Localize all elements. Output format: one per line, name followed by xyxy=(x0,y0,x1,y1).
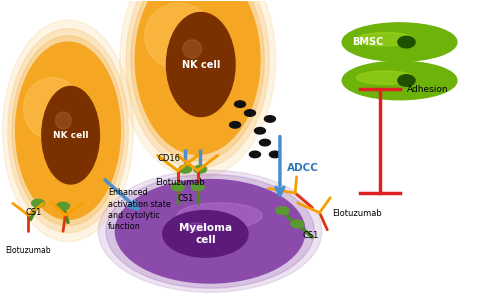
Text: Myeloma
cell: Myeloma cell xyxy=(179,223,232,245)
Ellipse shape xyxy=(166,12,235,117)
Ellipse shape xyxy=(8,29,128,233)
Circle shape xyxy=(171,183,184,191)
Circle shape xyxy=(56,202,70,210)
Ellipse shape xyxy=(144,3,213,69)
Ellipse shape xyxy=(183,40,202,58)
Text: CS1: CS1 xyxy=(178,194,194,203)
Ellipse shape xyxy=(398,36,415,48)
Circle shape xyxy=(234,101,246,108)
Text: NK cell: NK cell xyxy=(53,131,88,140)
Ellipse shape xyxy=(136,0,260,154)
Ellipse shape xyxy=(162,211,248,257)
Circle shape xyxy=(191,183,204,191)
Ellipse shape xyxy=(12,36,124,226)
Circle shape xyxy=(270,151,280,158)
Circle shape xyxy=(230,121,240,128)
Ellipse shape xyxy=(131,0,264,161)
Circle shape xyxy=(254,127,266,134)
Ellipse shape xyxy=(398,75,415,86)
Circle shape xyxy=(264,116,276,122)
Circle shape xyxy=(244,110,256,116)
Ellipse shape xyxy=(342,23,457,61)
Circle shape xyxy=(32,199,44,207)
Ellipse shape xyxy=(116,180,305,283)
Ellipse shape xyxy=(126,0,270,169)
Text: BMSC: BMSC xyxy=(352,37,384,47)
Ellipse shape xyxy=(106,174,314,288)
Ellipse shape xyxy=(98,170,322,292)
Text: CD16: CD16 xyxy=(158,154,181,163)
Text: Enhanced
activation state
and cytolytic
function: Enhanced activation state and cytolytic … xyxy=(108,188,171,231)
Ellipse shape xyxy=(356,32,414,46)
Text: CS1: CS1 xyxy=(302,231,318,240)
Text: Elotuzumab: Elotuzumab xyxy=(6,246,52,255)
Text: Adhesion: Adhesion xyxy=(407,85,449,94)
Circle shape xyxy=(194,165,206,173)
Circle shape xyxy=(178,165,192,173)
Ellipse shape xyxy=(24,78,81,140)
Ellipse shape xyxy=(120,0,276,178)
Circle shape xyxy=(260,139,270,146)
Text: Elotuzumab: Elotuzumab xyxy=(332,209,382,218)
Circle shape xyxy=(276,207,289,214)
Ellipse shape xyxy=(16,42,120,219)
Text: CS1: CS1 xyxy=(26,208,42,217)
Ellipse shape xyxy=(342,61,457,100)
Ellipse shape xyxy=(42,86,100,184)
Ellipse shape xyxy=(56,112,72,129)
Text: NK cell: NK cell xyxy=(182,59,220,69)
Ellipse shape xyxy=(177,203,262,229)
Ellipse shape xyxy=(186,223,208,231)
Text: ADCC: ADCC xyxy=(288,163,320,173)
Circle shape xyxy=(291,220,304,228)
Circle shape xyxy=(250,151,260,158)
Ellipse shape xyxy=(356,71,414,84)
Text: Elotuzumab: Elotuzumab xyxy=(156,178,205,187)
Ellipse shape xyxy=(2,20,134,242)
